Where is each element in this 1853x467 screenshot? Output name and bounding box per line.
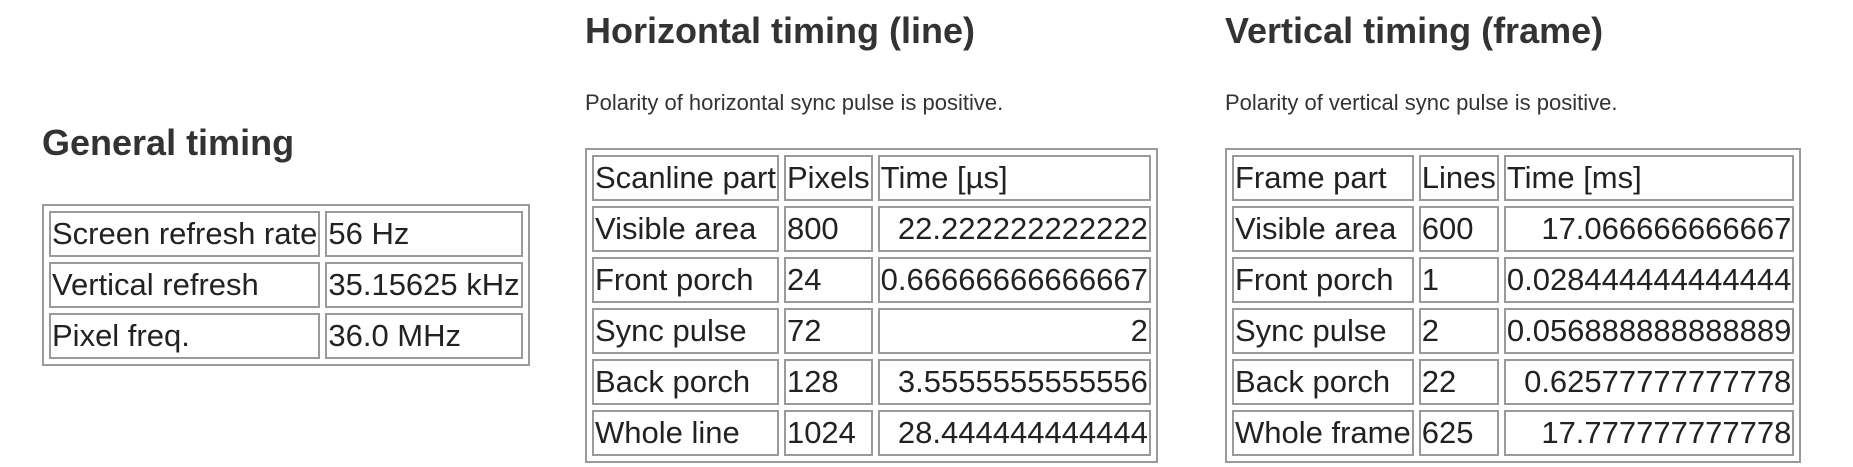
row-time: 0.028444444444444 <box>1503 257 1795 303</box>
row-time: 0.62577777777778 <box>1503 359 1795 405</box>
row-time: 0.66666666666667 <box>877 257 1151 303</box>
table-row: Sync pulse 72 2 <box>592 308 1151 354</box>
table-row: Vertical refresh 35.15625 kHz <box>49 262 523 308</box>
row-pixels: 24 <box>783 257 873 303</box>
table-row: Visible area 600 17.066666666667 <box>1232 206 1795 252</box>
table-row: Whole line 1024 28.444444444444 <box>592 410 1151 456</box>
row-lines: 22 <box>1418 359 1499 405</box>
row-part: Visible area <box>592 206 779 252</box>
row-time: 22.222222222222 <box>877 206 1151 252</box>
row-pixels: 1024 <box>783 410 873 456</box>
row-lines: 2 <box>1418 308 1499 354</box>
table-row: Screen refresh rate 56 Hz <box>49 211 523 257</box>
vertical-timing-table: Frame part Lines Time [ms] Visible area … <box>1225 148 1802 463</box>
table-row: Whole frame 625 17.777777777778 <box>1232 410 1795 456</box>
table-header-row: Frame part Lines Time [ms] <box>1232 155 1795 201</box>
row-time: 2 <box>877 308 1151 354</box>
row-part: Sync pulse <box>1232 308 1414 354</box>
row-time: 0.056888888888889 <box>1503 308 1795 354</box>
horizontal-polarity-note: Polarity of horizontal sync pulse is pos… <box>585 90 1004 115</box>
column-header: Frame part <box>1232 155 1414 201</box>
row-pixels: 800 <box>783 206 873 252</box>
row-time: 3.5555555555556 <box>877 359 1151 405</box>
row-part: Back porch <box>592 359 779 405</box>
table-row: Back porch 128 3.5555555555556 <box>592 359 1151 405</box>
vertical-polarity-note: Polarity of vertical sync pulse is posit… <box>1225 90 1618 115</box>
table-row: Sync pulse 2 0.056888888888889 <box>1232 308 1795 354</box>
row-value: 36.0 MHz <box>325 313 523 359</box>
row-part: Front porch <box>592 257 779 303</box>
row-time: 28.444444444444 <box>877 410 1151 456</box>
table-row: Visible area 800 22.222222222222 <box>592 206 1151 252</box>
general-timing-heading: General timing <box>42 122 295 163</box>
row-pixels: 128 <box>783 359 873 405</box>
row-lines: 625 <box>1418 410 1499 456</box>
table-row: Front porch 24 0.66666666666667 <box>592 257 1151 303</box>
row-value: 35.15625 kHz <box>325 262 523 308</box>
row-part: Whole line <box>592 410 779 456</box>
row-time: 17.777777777778 <box>1503 410 1795 456</box>
row-part: Whole frame <box>1232 410 1414 456</box>
row-pixels: 72 <box>783 308 873 354</box>
table-row: Pixel freq. 36.0 MHz <box>49 313 523 359</box>
row-value: 56 Hz <box>325 211 523 257</box>
row-label: Vertical refresh <box>49 262 321 308</box>
general-timing-table: Screen refresh rate 56 Hz Vertical refre… <box>42 204 530 366</box>
row-part: Front porch <box>1232 257 1414 303</box>
row-lines: 1 <box>1418 257 1499 303</box>
row-time: 17.066666666667 <box>1503 206 1795 252</box>
row-part: Back porch <box>1232 359 1414 405</box>
column-header: Time [ms] <box>1503 155 1795 201</box>
horizontal-timing-table: Scanline part Pixels Time [µs] Visible a… <box>585 148 1158 463</box>
row-part: Sync pulse <box>592 308 779 354</box>
table-header-row: Scanline part Pixels Time [µs] <box>592 155 1151 201</box>
row-lines: 600 <box>1418 206 1499 252</box>
row-label: Screen refresh rate <box>49 211 321 257</box>
horizontal-timing-heading: Horizontal timing (line) <box>585 10 975 51</box>
column-header: Lines <box>1418 155 1499 201</box>
table-row: Back porch 22 0.62577777777778 <box>1232 359 1795 405</box>
column-header: Scanline part <box>592 155 779 201</box>
row-part: Visible area <box>1232 206 1414 252</box>
column-header: Time [µs] <box>877 155 1151 201</box>
column-header: Pixels <box>783 155 873 201</box>
vertical-timing-heading: Vertical timing (frame) <box>1225 10 1604 51</box>
table-row: Front porch 1 0.028444444444444 <box>1232 257 1795 303</box>
row-label: Pixel freq. <box>49 313 321 359</box>
